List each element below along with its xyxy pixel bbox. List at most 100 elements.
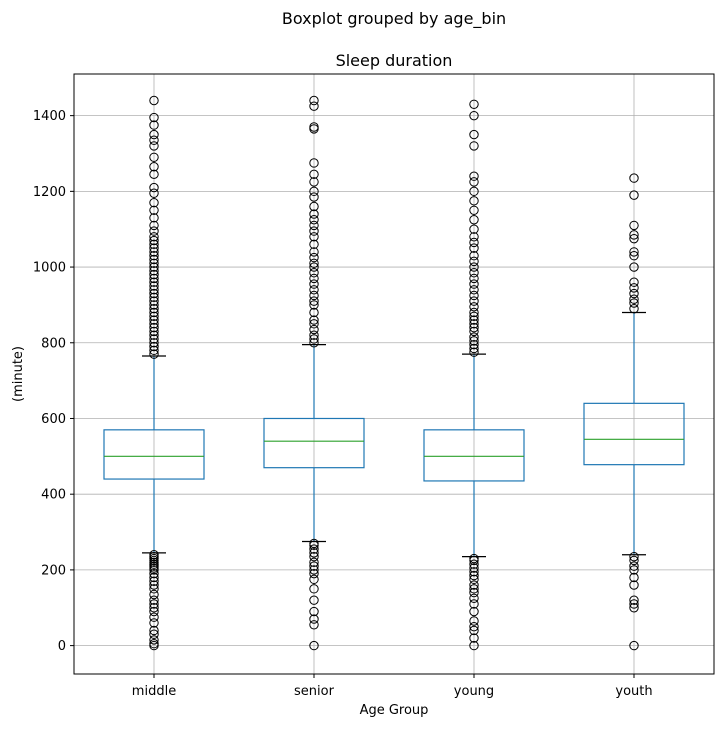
x-tick-label: middle [132, 684, 176, 699]
y-axis-label: (minute) [11, 346, 26, 402]
outlier-point [469, 129, 479, 140]
y-tick-label: 1400 [33, 109, 66, 124]
outlier-point [309, 290, 319, 301]
outlier-point [149, 281, 159, 291]
outlier-point [309, 324, 319, 335]
outlier-point [309, 232, 319, 242]
outlier-point [149, 205, 159, 215]
outlier-point [309, 595, 319, 605]
outlier-point [149, 152, 159, 162]
outlier-point [309, 201, 319, 212]
outlier-point [469, 567, 479, 577]
outlier-point [149, 612, 159, 622]
outlier-point [149, 618, 159, 628]
outlier-point [469, 273, 479, 284]
outlier-point [149, 625, 159, 636]
outlier-point [309, 614, 319, 624]
outlier-point [309, 268, 319, 278]
box-iqr [263, 417, 365, 469]
outlier-point [629, 294, 639, 304]
outlier-point [469, 593, 479, 603]
outlier-point [469, 326, 479, 337]
outlier-point [149, 239, 159, 250]
outlier-point [309, 209, 319, 219]
outlier-point [149, 595, 159, 605]
outlier-point [149, 251, 159, 261]
outlier-point [149, 198, 159, 208]
outlier-point [629, 572, 639, 583]
outlier-point [469, 290, 479, 301]
outlier-point [149, 169, 159, 180]
outlier-point [149, 338, 159, 348]
outlier-point [629, 173, 639, 183]
outlier-point [469, 332, 479, 342]
x-tick-label: senior [294, 684, 335, 699]
outlier-point [309, 557, 319, 568]
outlier-point [149, 226, 159, 236]
outlier-point [469, 177, 479, 187]
outlier-point [309, 307, 319, 318]
outlier-point [309, 544, 319, 554]
outlier-point [149, 322, 159, 333]
outlier-point [149, 220, 159, 231]
outlier-point [469, 616, 479, 626]
outlier-point [469, 580, 479, 590]
outlier-point [469, 110, 479, 121]
outlier-point [469, 315, 479, 325]
outlier-point [309, 640, 319, 651]
outlier-point [149, 584, 159, 594]
outlier-point [149, 247, 159, 257]
outlier-point [469, 319, 479, 329]
outlier-point [309, 300, 319, 310]
outlier-point [309, 606, 319, 617]
outlier-point [149, 568, 159, 579]
outlier-point [629, 551, 639, 562]
outlier-point [309, 330, 319, 340]
outlier-point [149, 311, 159, 321]
outlier-point [149, 589, 159, 600]
outlier-point [309, 226, 319, 236]
y-tick-label: 1000 [33, 261, 66, 276]
outlier-point [629, 247, 639, 257]
outlier-point [309, 101, 319, 111]
box-iqr [423, 429, 525, 482]
outlier-point [469, 336, 479, 346]
outlier-point [149, 273, 159, 284]
box-layer [103, 311, 685, 558]
outlier-point [149, 603, 159, 613]
outlier-point [469, 584, 479, 594]
outlier-point [149, 349, 159, 359]
outlier-point [629, 283, 639, 293]
outlier-point [149, 550, 159, 560]
outlier-point [309, 620, 319, 630]
outlier-point [149, 599, 159, 609]
outlier-point [469, 243, 479, 253]
outlier-point [629, 277, 639, 287]
outlier-point [629, 595, 639, 605]
outlier-point [469, 285, 479, 295]
outlier-point [629, 251, 639, 261]
outlier-point [469, 307, 479, 318]
outlier-point [149, 162, 159, 172]
outlier-point [629, 190, 639, 200]
outlier-point [469, 186, 479, 197]
outlier-point [469, 296, 479, 306]
outlier-point [309, 122, 319, 132]
outlier-point [149, 300, 159, 310]
outlier-point [309, 334, 319, 344]
outlier-point [629, 603, 639, 613]
outlier-point [629, 220, 639, 231]
outlier-point [309, 574, 319, 585]
outlier-point [309, 215, 319, 225]
outlier-point [149, 120, 159, 130]
outlier-point [149, 296, 159, 306]
outlier-point [629, 298, 639, 308]
outlier-point [629, 580, 639, 590]
outlier-point [309, 247, 319, 257]
outlier-point [149, 232, 159, 242]
plot-frame [73, 73, 715, 675]
outlier-point [469, 232, 479, 242]
outlier-point [149, 135, 159, 145]
outlier-point [149, 288, 159, 299]
